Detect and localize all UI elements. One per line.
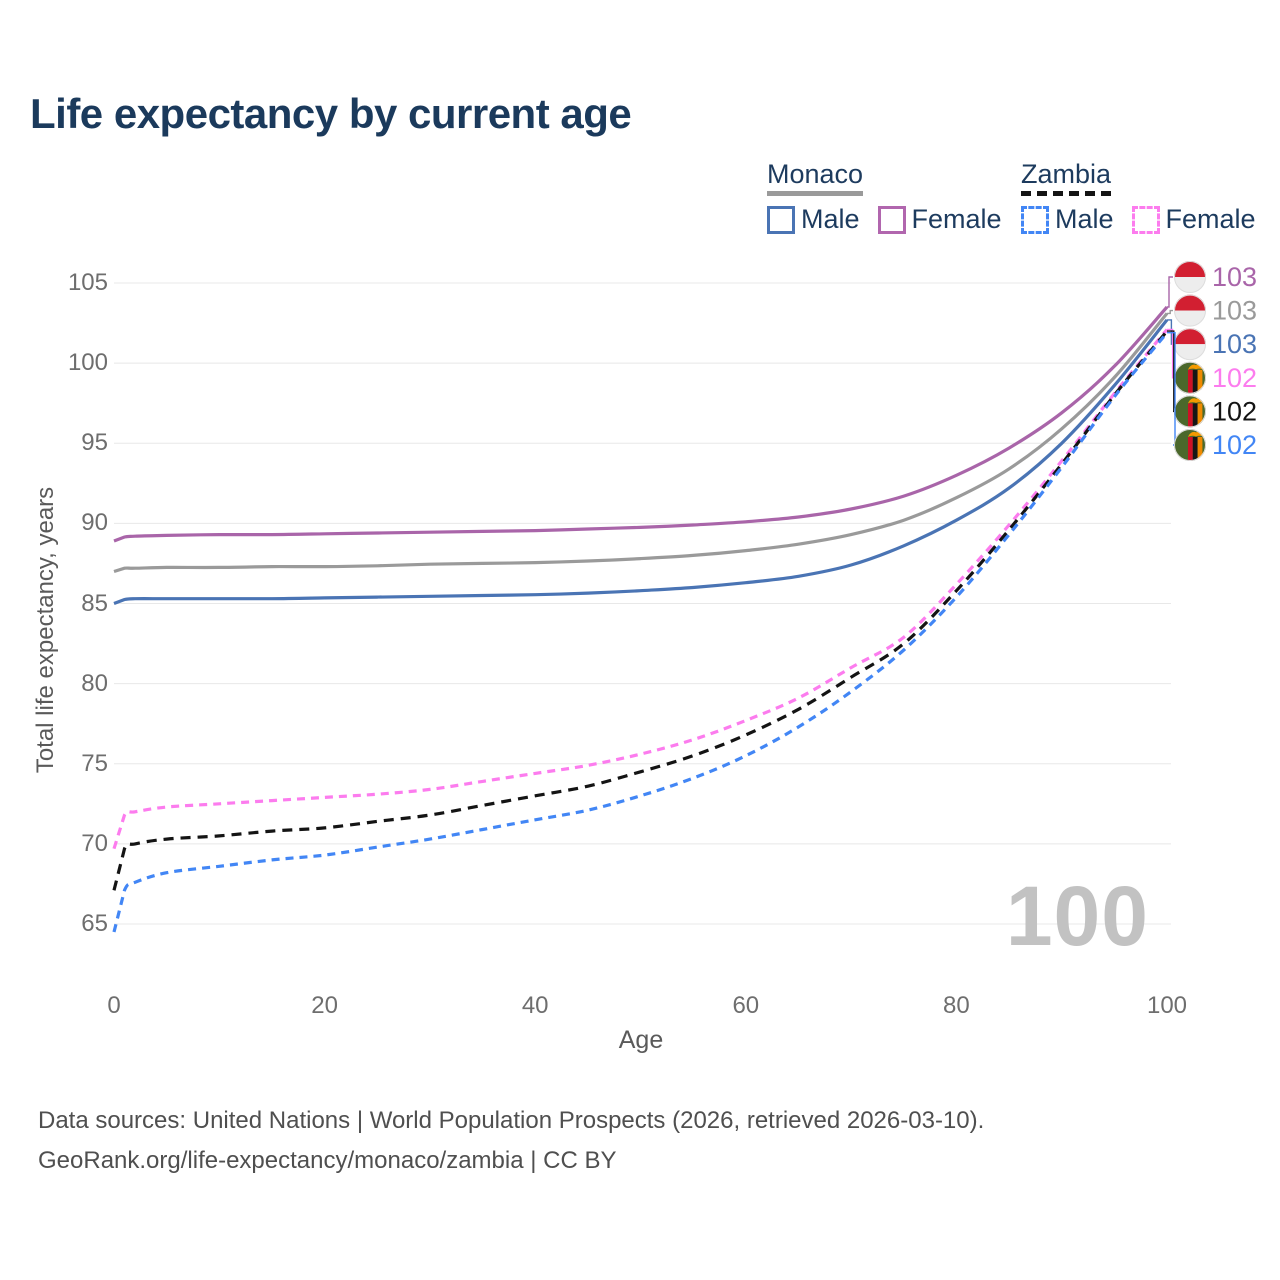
end-value-label-zambia-both-sexes: 102: [1212, 396, 1257, 426]
end-value-label-zambia-male: 102: [1212, 430, 1257, 460]
y-tick-label-75: 75: [81, 749, 108, 777]
zambia-flag-orange-stripe: [1197, 437, 1203, 461]
series-line-monaco-both-sexes[interactable]: [113, 312, 1169, 574]
end-value-label-zambia-female: 102: [1212, 363, 1257, 393]
flag-ring: [1174, 261, 1206, 293]
series-line-monaco-male[interactable]: [113, 318, 1169, 605]
series-line-zambia-male[interactable]: [112, 331, 1169, 933]
legend-item-monaco-male[interactable]: Male: [767, 204, 860, 235]
y-tick-label-105: 105: [67, 269, 108, 296]
flag-icon-monaco: [1174, 261, 1206, 293]
monaco-female-swatch: [877, 205, 906, 234]
end-value-label-monaco-female: 103: [1212, 262, 1257, 292]
x-axis-title: Age: [618, 1026, 664, 1054]
legend-country-label-monaco: Monaco: [767, 159, 864, 189]
end-value-label-monaco-both-sexes: 103: [1212, 296, 1257, 326]
zambia-female-swatch: [1131, 205, 1160, 234]
x-tick-label-40: 40: [521, 992, 549, 1019]
leader-line-monaco-female: [1167, 276, 1173, 308]
zambia-male-swatch: [1021, 205, 1049, 234]
monaco-flag-white: [1174, 277, 1206, 293]
y-tick-label-80: 80: [81, 669, 108, 697]
end-value-label-monaco-male: 103: [1212, 329, 1257, 359]
flag-ring: [1174, 429, 1206, 461]
x-tick-label-20: 20: [311, 992, 338, 1019]
y-tick-label-95: 95: [81, 429, 108, 457]
flag-icon-monaco: [1174, 328, 1206, 361]
legend-label-zambia-female: Female: [1165, 204, 1256, 235]
zambia-flag-orange-stripe: [1197, 403, 1203, 428]
zambia-flag-black-stripe: [1192, 403, 1198, 428]
y-tick-label-65: 65: [81, 910, 108, 937]
zambia-flag-orange-stripe: [1197, 369, 1203, 394]
x-tick-label-0: 0: [107, 992, 121, 1019]
legend-label-monaco-female: Female: [911, 204, 1002, 235]
monaco-line-sample: [767, 191, 864, 197]
legend-country-zambia[interactable]: Zambia: [1021, 159, 1112, 197]
y-tick-label-90: 90: [81, 509, 108, 537]
legend-items-zambia: Male Female: [1021, 204, 1274, 235]
legend-item-zambia-female[interactable]: Female: [1131, 204, 1256, 235]
y-tick-label-85: 85: [81, 589, 108, 617]
zambia-flag-red-stripe: [1188, 437, 1193, 461]
legend-country-label-zambia: Zambia: [1021, 159, 1112, 189]
series-line-zambia-both-sexes[interactable]: [112, 330, 1169, 891]
legend-group-monaco: Monaco Male Female: [767, 160, 1020, 235]
legend-item-monaco-female[interactable]: Female: [877, 204, 1002, 235]
zambia-line-sample: [1021, 191, 1112, 197]
series-lines: [112, 305, 1169, 933]
zambia-flag-red-stripe: [1188, 369, 1193, 394]
leader-line-zambia-both-sexes: [1167, 330, 1175, 413]
flag-ring: [1174, 294, 1206, 327]
leader-line-zambia-female: [1167, 328, 1174, 379]
monaco-flag-white: [1174, 344, 1206, 361]
legend-group-zambia: Zambia Male Female: [1021, 160, 1274, 235]
legend-items-monaco: Male Female: [767, 204, 1020, 235]
legend-country-monaco[interactable]: Monaco: [767, 159, 864, 197]
flag-icon-monaco: [1174, 294, 1206, 327]
y-axis-title: Total life expectancy, years: [32, 486, 59, 774]
y-tick-label-100: 100: [67, 349, 108, 377]
zambia-flag-black-stripe: [1192, 369, 1198, 394]
legend-label-zambia-male: Male: [1055, 204, 1114, 235]
zambia-flag-red-stripe: [1188, 403, 1193, 428]
leader-line-monaco-both-sexes: [1167, 309, 1173, 315]
monaco-flag-red: [1174, 328, 1206, 345]
age-watermark: 100: [1005, 869, 1149, 963]
monaco-flag-red: [1174, 261, 1206, 277]
gridlines: [114, 282, 1171, 925]
zambia-flag-black-stripe: [1192, 437, 1198, 461]
series-line-zambia-female[interactable]: [112, 328, 1169, 850]
footer-datasource: Data sources: United Nations | World Pop…: [38, 1107, 985, 1134]
monaco-flag-white: [1174, 310, 1206, 327]
x-tick-label-100: 100: [1146, 992, 1188, 1019]
monaco-flag-red: [1174, 294, 1206, 311]
x-tick-label-60: 60: [732, 992, 760, 1019]
x-tick-label-80: 80: [943, 992, 970, 1019]
footer-url: GeoRank.org/life-expectancy/monaco/zambi…: [38, 1147, 617, 1174]
chart-title: Life expectancy by current age: [30, 90, 632, 137]
legend-item-zambia-male[interactable]: Male: [1021, 204, 1114, 235]
series-line-monaco-female[interactable]: [113, 305, 1169, 543]
y-tick-label-70: 70: [81, 829, 108, 857]
monaco-male-swatch: [767, 205, 795, 234]
legend-label-monaco-male: Male: [801, 204, 860, 235]
